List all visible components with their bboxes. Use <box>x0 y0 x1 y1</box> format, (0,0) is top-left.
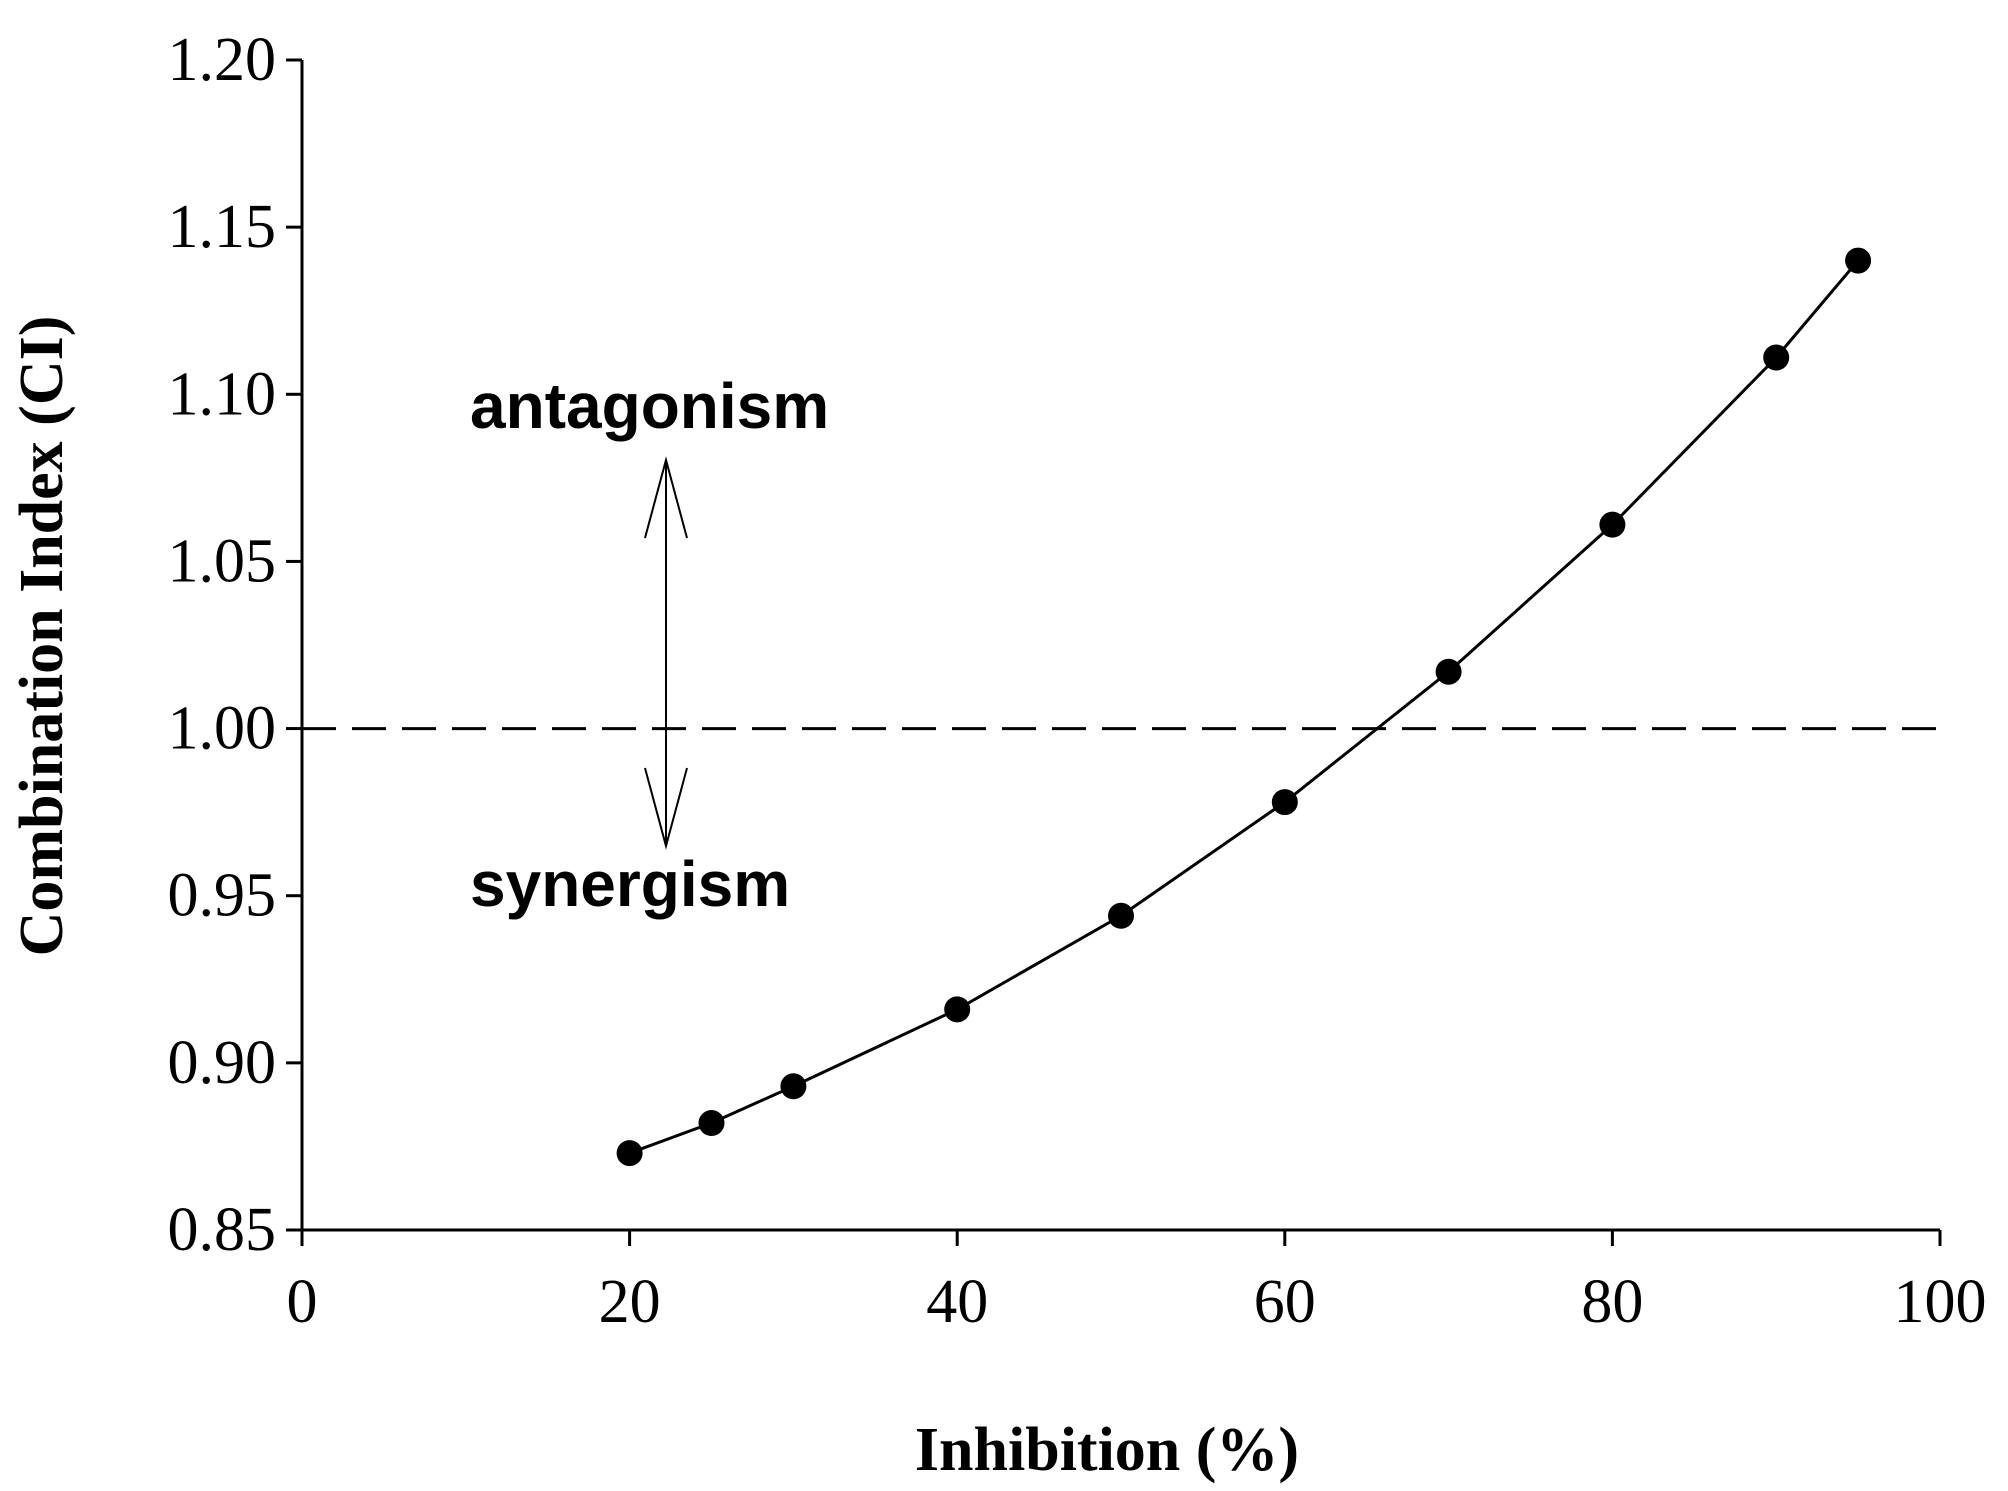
synergism-label: synergism <box>470 848 790 920</box>
x-tick-label: 80 <box>1581 1268 1643 1336</box>
series-line <box>629 259 1860 1155</box>
x-axis-title: Inhibition (%) <box>915 1416 1299 1484</box>
y-tick-label: 0.85 <box>168 1196 277 1264</box>
x-tick-label: 20 <box>599 1268 661 1336</box>
y-axis-title: Combination Index (CI) <box>8 316 76 957</box>
data-point <box>1108 902 1134 929</box>
x-tick-label: 60 <box>1254 1268 1316 1336</box>
data-point <box>780 1073 807 1100</box>
y-tick-label: 1.20 <box>168 26 277 94</box>
x-tick-label: 40 <box>926 1268 988 1336</box>
data-point <box>1599 511 1626 538</box>
data-point <box>698 1110 725 1137</box>
y-tick-label: 0.90 <box>168 1029 277 1097</box>
series-group <box>616 247 1872 1167</box>
y-tick-label: 1.05 <box>168 527 277 595</box>
data-point <box>1845 247 1872 274</box>
data-point <box>1271 789 1298 816</box>
axes: 0.85 0.90 0.95 1.00 1.05 1.10 1.15 1.20 0 20 40 60 8… <box>168 26 1987 1336</box>
data-point <box>1435 658 1462 685</box>
data-point <box>616 1140 643 1167</box>
y-tick-label: 1.00 <box>168 695 277 763</box>
x-tick-label: 100 <box>1894 1268 1987 1336</box>
y-tick-label: 0.95 <box>168 862 277 930</box>
antagonism-label: antagonism <box>470 370 829 442</box>
data-point <box>944 996 971 1023</box>
x-tick-label: 0 <box>287 1268 318 1336</box>
data-point <box>1763 344 1790 371</box>
double-arrow-icon <box>644 456 688 850</box>
y-tick-label: 1.10 <box>168 360 277 428</box>
y-tick-label: 1.15 <box>168 193 277 261</box>
annotations-group: antagonism synergism <box>470 370 829 920</box>
